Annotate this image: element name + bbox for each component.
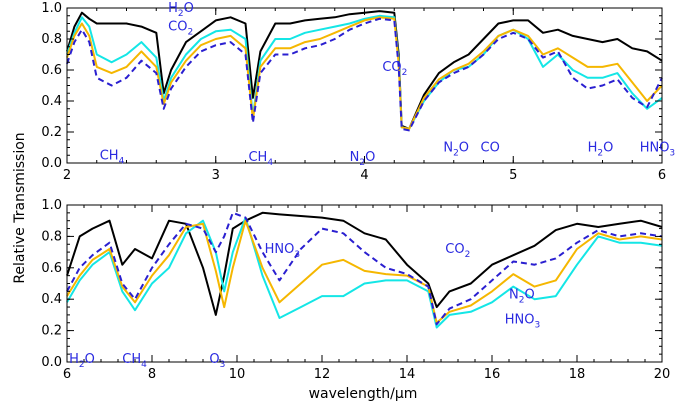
series-group: [66, 10, 663, 132]
series-line-2: [66, 14, 663, 130]
series-line-4: [66, 211, 663, 326]
molecule-label: CO2: [445, 242, 470, 260]
x-tick-label: 14: [399, 367, 416, 382]
y-tick-label: 0.2: [41, 125, 62, 140]
molecule-label: H2O: [168, 1, 194, 19]
x-tick-label: 10: [229, 367, 246, 382]
molecule-label: O3: [209, 352, 225, 370]
y-tick-label: 0.0: [41, 355, 62, 370]
molecule-label: HNO3: [505, 313, 540, 331]
x-tick-label: 18: [569, 367, 586, 382]
y-tick-label: 1.0: [41, 198, 62, 213]
series-line-2: [66, 216, 663, 329]
molecule-label: N2O: [509, 287, 535, 305]
x-tick-label: 16: [484, 367, 501, 382]
panel-2: 6 8 10 12 14 16 18 20 0.0 0.2 0.4 0.6 0.8 1.0 H2O CH4 O3…: [41, 198, 670, 382]
molecule-label: CO2: [168, 20, 193, 38]
molecule-label: N2O: [350, 150, 376, 168]
y-axis-label: Relative Transmission: [12, 132, 28, 283]
series-line-4: [66, 17, 663, 132]
molecule-label: HNO3: [640, 141, 675, 159]
molecule-label: CH4: [100, 148, 125, 166]
molecule-label: CH4: [122, 352, 147, 370]
y-tick-label: 0.2: [41, 324, 62, 339]
molecule-label: H2O: [69, 352, 95, 370]
molecule-label: HNO3: [265, 242, 300, 260]
y-tick-label: 0.4: [41, 94, 62, 109]
y-tick-label: 0.8: [41, 32, 62, 47]
molecule-label: N2O: [443, 141, 469, 159]
x-tick-label: 5: [509, 168, 517, 183]
y-tick-label: 1.0: [41, 1, 62, 16]
y-tick-label: 0.4: [41, 292, 62, 307]
series-line-1: [66, 211, 663, 316]
x-tick-label: 3: [212, 168, 220, 183]
x-tick-label: 12: [314, 367, 331, 382]
x-axis-label: wavelength/μm: [309, 386, 418, 402]
molecule-label: CO2: [382, 60, 407, 78]
series-line-1: [66, 10, 663, 130]
plot-frame: [66, 7, 663, 164]
x-tick-label: 20: [654, 367, 671, 382]
series-line-3: [66, 219, 663, 324]
x-tick-label: 6: [658, 168, 666, 183]
x-tick-label: 2: [63, 168, 71, 183]
x-tick-label: 4: [360, 168, 368, 183]
y-tick-label: 0.6: [41, 63, 62, 78]
y-tick-label: 0.0: [41, 156, 62, 171]
molecule-label: CO: [481, 141, 500, 156]
y-tick-label: 0.8: [41, 229, 62, 244]
series-line-3: [66, 16, 663, 130]
molecule-label: CH4: [248, 150, 273, 168]
y-tick-label: 0.6: [41, 261, 62, 276]
molecule-label: H2O: [588, 141, 614, 159]
x-tick-label: 8: [148, 367, 156, 382]
x-tick-label: 6: [63, 367, 71, 382]
series-group: [66, 211, 663, 329]
